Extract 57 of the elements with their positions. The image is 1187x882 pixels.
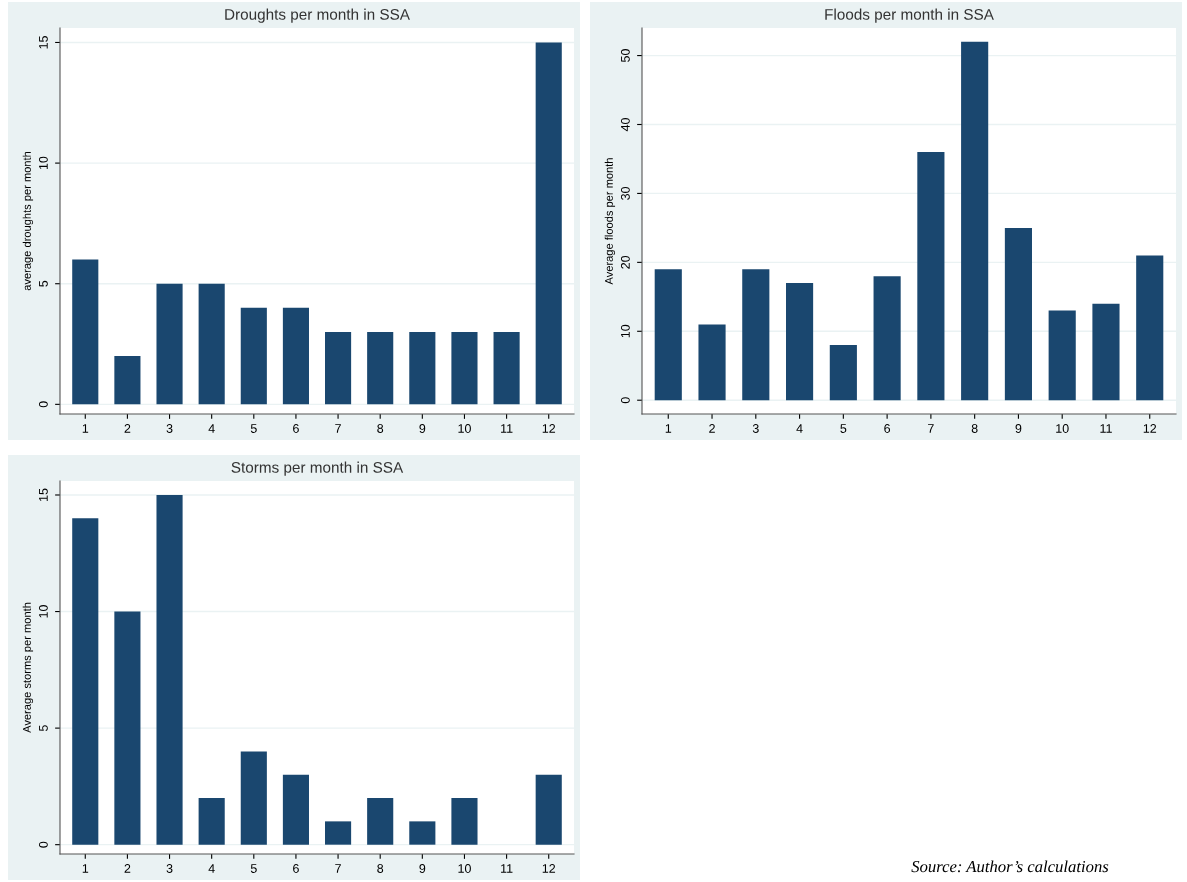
chart-title: Floods per month in SSA xyxy=(825,8,994,23)
y-axis-title: average droughts per month xyxy=(22,151,34,291)
y-tick-label: 15 xyxy=(39,36,48,49)
y-tick-label: 5 xyxy=(39,725,48,732)
x-tick-label: 4 xyxy=(208,864,215,873)
y-tick-label: 40 xyxy=(620,118,630,132)
y-tick-label: 5 xyxy=(39,280,48,287)
x-tick-label: 6 xyxy=(884,424,891,433)
x-tick-label: 11 xyxy=(501,424,513,433)
x-tick-label: 9 xyxy=(419,864,426,873)
source-note: Source: Author’s calculations xyxy=(911,860,1109,873)
y-tick-label: 0 xyxy=(38,401,48,408)
x-tick-label: 2 xyxy=(709,424,715,433)
x-tick-label: 3 xyxy=(166,864,173,873)
x-tick-label: 10 xyxy=(1056,424,1069,433)
x-tick-label: 4 xyxy=(796,424,803,433)
chart-title: Storms per month in SSA xyxy=(231,461,404,476)
y-tick-label: 15 xyxy=(39,488,48,501)
x-tick-label: 2 xyxy=(124,864,131,873)
x-tick-label: 1 xyxy=(82,424,89,433)
y-tick-label: 10 xyxy=(38,156,48,170)
x-tick-label: 6 xyxy=(293,424,299,433)
x-tick-label: 2 xyxy=(124,424,131,433)
y-tick-label: 10 xyxy=(620,324,630,338)
x-tick-label: 7 xyxy=(335,424,341,433)
x-tick-label: 7 xyxy=(928,424,934,433)
x-tick-label: 5 xyxy=(840,424,847,433)
x-tick-label: 11 xyxy=(1100,424,1112,433)
x-tick-label: 6 xyxy=(293,864,299,873)
x-tick-label: 9 xyxy=(419,424,426,433)
x-tick-label: 3 xyxy=(166,424,173,433)
x-tick-label: 4 xyxy=(208,424,215,433)
y-tick-label: 0 xyxy=(620,397,630,404)
x-tick-label: 8 xyxy=(377,424,384,433)
x-tick-label: 8 xyxy=(971,424,978,433)
x-tick-label: 12 xyxy=(1143,424,1157,433)
y-tick-label: 10 xyxy=(38,605,48,618)
y-tick-label: 0 xyxy=(38,841,48,848)
x-tick-label: 3 xyxy=(752,424,759,433)
x-tick-label: 5 xyxy=(250,864,257,873)
x-tick-label: 5 xyxy=(250,424,257,433)
x-tick-label: 11 xyxy=(501,864,513,873)
x-tick-label: 1 xyxy=(82,864,89,873)
y-tick-label: 50 xyxy=(620,49,630,63)
y-tick-label: 30 xyxy=(620,186,630,200)
x-tick-label: 12 xyxy=(542,424,556,433)
x-tick-label: 1 xyxy=(665,424,672,433)
x-tick-label: 10 xyxy=(458,864,471,873)
x-tick-label: 9 xyxy=(1015,424,1022,433)
x-tick-label: 7 xyxy=(335,864,341,873)
y-axis-title: Average storms per month xyxy=(22,602,34,733)
y-tick-label: 20 xyxy=(620,255,630,269)
x-tick-label: 8 xyxy=(377,864,384,873)
x-tick-label: 12 xyxy=(542,864,556,873)
y-axis-title: Average floods per month xyxy=(604,158,616,285)
chart-title: Droughts per month in SSA xyxy=(225,8,410,23)
x-tick-label: 10 xyxy=(458,424,471,433)
